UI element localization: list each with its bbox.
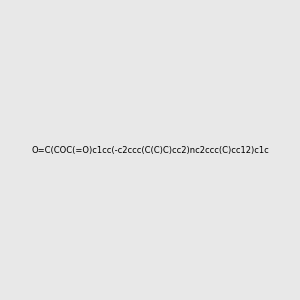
- Text: O=C(COC(=O)c1cc(-c2ccc(C(C)C)cc2)nc2ccc(C)cc12)c1c: O=C(COC(=O)c1cc(-c2ccc(C(C)C)cc2)nc2ccc(…: [31, 146, 269, 154]
